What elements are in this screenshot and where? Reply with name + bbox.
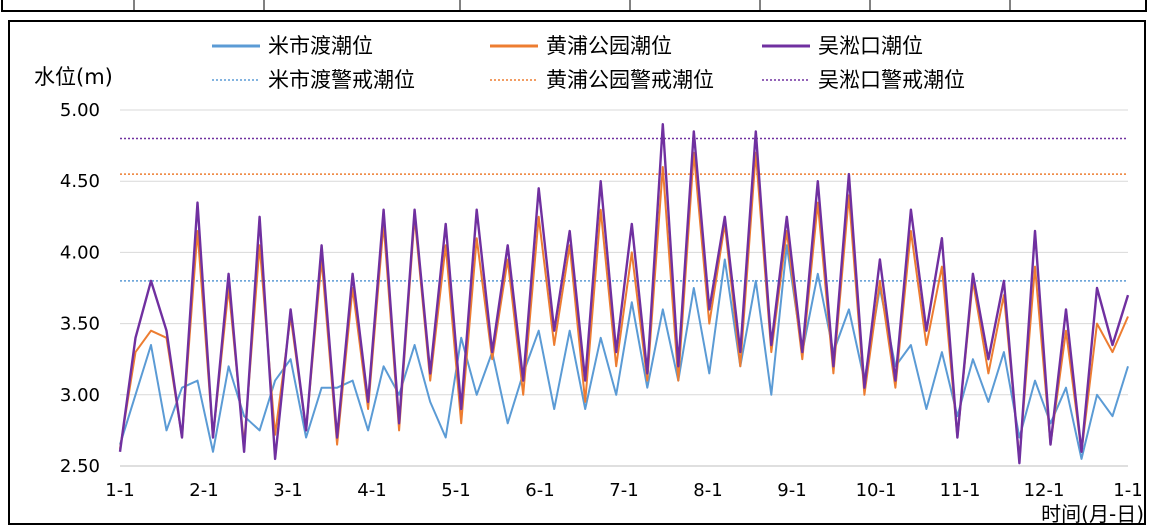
y-tick-label-0: 2.50 — [60, 456, 100, 477]
y-tick-labels: 2.50 3.00 3.50 4.00 4.50 5.00 — [60, 100, 100, 477]
table-bottom-border — [1, 0, 1147, 12]
series-line-2 — [118, 122, 1130, 465]
x-axis-title: 时间(月-日) — [1041, 502, 1144, 526]
legend-label-0: 米市渡潮位 — [268, 34, 373, 58]
series-line-0 — [119, 244, 1129, 460]
x-tick-label-7: 8-1 — [693, 480, 722, 501]
chart-frame — [8, 20, 1146, 525]
x-tick-label-3: 4-1 — [357, 480, 386, 501]
legend-label-5: 吴淞口警戒潮位 — [818, 68, 965, 92]
legend-label-3: 米市渡警戒潮位 — [268, 68, 415, 92]
x-tick-label-5: 6-1 — [525, 480, 554, 501]
x-tick-label-11: 12-1 — [1024, 480, 1065, 501]
x-tick-label-12: 1-1 — [1113, 480, 1142, 501]
y-tick-label-1: 3.00 — [60, 385, 100, 406]
x-tick-labels: 1-1 2-1 3-1 4-1 5-1 6-1 7-1 8-1 9-1 10-1 11-1 12-1 1… — [105, 480, 1142, 501]
x-tick-label-6: 7-1 — [609, 480, 638, 501]
x-tick-label-8: 9-1 — [777, 480, 806, 501]
x-tick-label-0: 1-1 — [105, 480, 134, 501]
y-tick-label-4: 4.50 — [60, 171, 100, 192]
x-tick-label-1: 2-1 — [189, 480, 218, 501]
x-tick-label-4: 5-1 — [441, 480, 470, 501]
legend-label-2: 吴淞口潮位 — [818, 34, 923, 58]
x-tick-label-10: 11-1 — [940, 480, 981, 501]
x-tick-label-9: 10-1 — [856, 480, 897, 501]
series-lines — [118, 122, 1130, 465]
y-tick-label-2: 3.50 — [60, 314, 100, 335]
x-tick-label-2: 3-1 — [273, 480, 302, 501]
y-axis-title: 水位(m) — [34, 65, 113, 89]
legend-label-4: 黄浦公园警戒潮位 — [546, 68, 714, 92]
y-tick-label-5: 5.00 — [60, 100, 100, 121]
y-tick-label-3: 4.00 — [60, 242, 100, 263]
alert-lines — [120, 137, 1128, 282]
legend-label-1: 黄浦公园潮位 — [546, 34, 672, 58]
